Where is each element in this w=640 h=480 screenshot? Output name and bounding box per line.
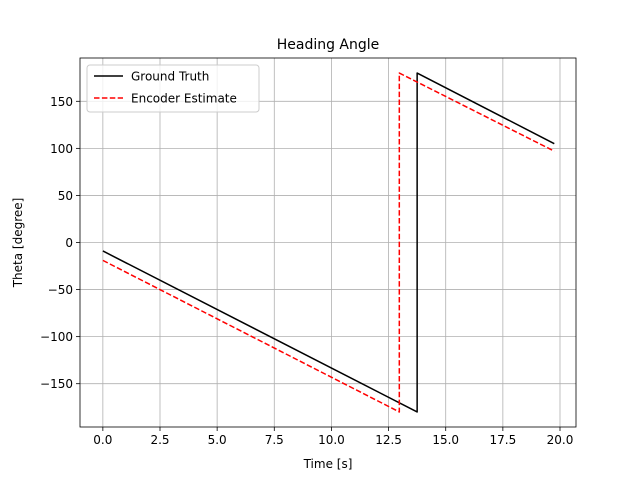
x-axis-label: Time [s] [303,457,353,471]
x-tick-label: 5.0 [208,433,227,447]
y-axis-label: Theta [degree] [11,198,25,289]
x-tick-label: 10.0 [318,433,345,447]
legend-label-ground-truth: Ground Truth [131,70,209,84]
y-tick-label: −100 [40,330,73,344]
series-line-encoder-estimate [102,72,555,413]
y-tick-label: 50 [58,189,73,203]
tick-layer: 0.0 2.5 5.0 7.5 10.0 12.5 15.0 17.5 20.0 −150 −100… [40,95,573,447]
x-tick-label: 17.5 [489,433,516,447]
x-tick-label: 0.0 [93,433,112,447]
y-tick-label: 150 [50,95,73,109]
x-tick-label: 20.0 [547,433,574,447]
x-tick-label: 15.0 [432,433,459,447]
chart-title: Heading Angle [277,37,380,53]
series-line-ground-truth [102,72,555,413]
legend-box [86,64,260,113]
y-tick-label: −150 [40,377,73,391]
y-tick-label: 100 [50,142,73,156]
y-tick-label: −50 [48,283,73,297]
series-layer [102,72,555,413]
x-tick-label: 2.5 [150,433,169,447]
grid [80,58,576,427]
legend-label-encoder-estimate: Encoder Estimate [131,92,237,106]
x-tick-label: 12.5 [375,433,402,447]
legend: Ground Truth Encoder Estimate [86,64,260,113]
x-tick-label: 7.5 [265,433,284,447]
y-tick-label: 0 [65,236,73,250]
